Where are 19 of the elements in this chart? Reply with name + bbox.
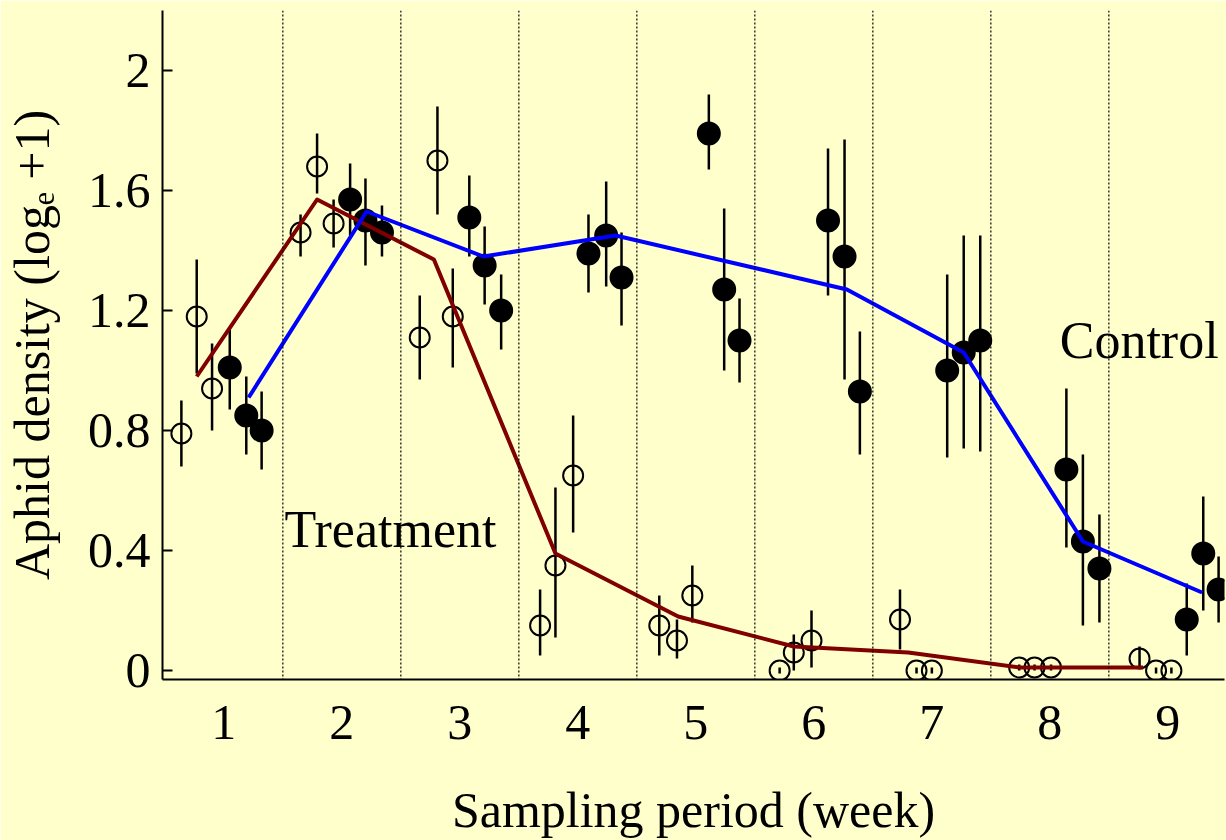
x-tick-label: 5 — [683, 693, 709, 750]
x-tick-label: 7 — [919, 693, 945, 750]
y-axis-title: Aphid density (logₑ +1) — [4, 109, 60, 581]
series-label: Control — [1059, 312, 1219, 369]
x-tick-label: 3 — [447, 693, 473, 750]
y-tick-label: 1.6 — [88, 162, 151, 218]
x-axis-title: Sampling period (week) — [451, 781, 936, 838]
y-tick-label: 2 — [125, 42, 151, 98]
y-tick-label: 0.8 — [88, 402, 151, 458]
x-tick-label: 6 — [801, 693, 827, 750]
x-tick-label: 8 — [1037, 693, 1063, 750]
series-label: Treatment — [284, 501, 497, 558]
x-tick-label: 1 — [211, 693, 237, 750]
y-tick-label: 0 — [125, 642, 151, 698]
x-tick-label: 9 — [1155, 693, 1181, 750]
x-tick-label: 4 — [565, 693, 591, 750]
x-tick-label: 2 — [329, 693, 355, 750]
y-tick-label: 0.4 — [88, 522, 151, 578]
y-tick-label: 1.2 — [88, 282, 151, 338]
